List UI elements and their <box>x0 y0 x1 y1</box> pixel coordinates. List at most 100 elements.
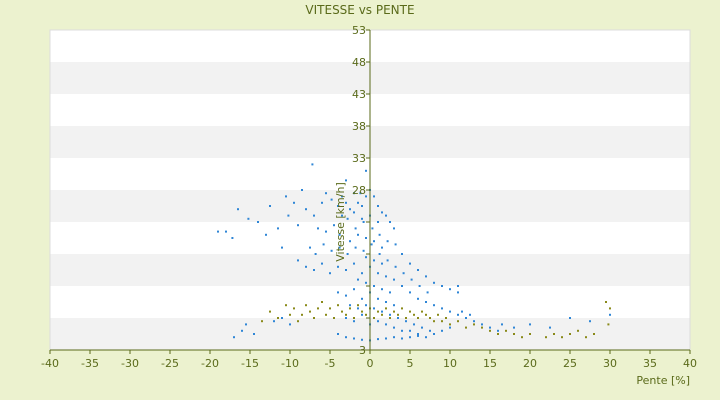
data-point <box>373 195 375 198</box>
data-point <box>433 333 435 335</box>
data-point <box>349 304 351 307</box>
data-point <box>401 337 403 340</box>
data-point <box>345 336 347 339</box>
y-tick-label: 53 <box>352 24 366 37</box>
data-point <box>381 313 383 316</box>
x-tick-label: -30 <box>121 357 139 370</box>
data-point <box>371 227 374 230</box>
data-point <box>401 285 403 287</box>
data-point <box>381 288 383 291</box>
data-point <box>457 313 459 316</box>
data-point <box>330 198 333 201</box>
data-point <box>277 317 279 319</box>
data-point <box>277 227 279 230</box>
x-tick-label: 20 <box>523 357 537 370</box>
data-point <box>265 233 267 236</box>
data-point <box>253 333 255 335</box>
data-point <box>377 205 379 207</box>
data-point <box>609 307 611 310</box>
data-point <box>417 317 419 319</box>
data-point <box>449 288 451 291</box>
y-tick-label: 43 <box>352 88 366 101</box>
data-point <box>305 208 307 211</box>
data-point <box>373 259 375 262</box>
data-point <box>353 262 355 265</box>
data-point <box>410 278 413 281</box>
data-point <box>281 317 283 319</box>
data-point <box>469 313 471 316</box>
data-point <box>593 333 595 335</box>
data-point <box>341 214 343 217</box>
data-point <box>389 221 391 223</box>
data-point <box>497 329 499 332</box>
data-point <box>445 317 447 319</box>
data-point <box>385 307 387 310</box>
data-point <box>357 278 359 281</box>
data-point <box>549 326 551 329</box>
data-point <box>381 246 383 249</box>
x-tick-label: 15 <box>483 357 497 370</box>
data-point <box>401 307 403 310</box>
data-point <box>247 217 250 220</box>
data-point <box>354 246 357 249</box>
data-point <box>370 243 373 246</box>
data-point <box>341 310 343 313</box>
data-point <box>353 211 355 214</box>
data-point <box>381 310 383 313</box>
data-point <box>309 246 311 249</box>
data-point <box>402 272 405 275</box>
x-tick-label: 10 <box>443 357 457 370</box>
data-point <box>409 336 411 339</box>
data-point <box>389 313 391 316</box>
data-point <box>297 259 299 262</box>
data-point <box>585 336 587 339</box>
data-point <box>333 317 335 319</box>
data-point <box>345 294 347 297</box>
data-point <box>361 313 363 316</box>
data-point <box>589 320 591 323</box>
x-tick-label: -20 <box>201 357 219 370</box>
data-point <box>365 304 367 307</box>
data-point <box>393 310 395 313</box>
data-point <box>393 227 395 230</box>
data-point <box>362 249 365 252</box>
data-point <box>353 317 355 319</box>
data-point <box>357 201 359 204</box>
data-point <box>377 272 379 275</box>
data-point <box>553 333 555 335</box>
data-point <box>441 320 443 323</box>
data-point <box>385 323 387 326</box>
data-point <box>377 310 379 313</box>
data-point <box>305 304 307 307</box>
data-point <box>373 307 375 310</box>
data-point <box>385 214 387 217</box>
data-point <box>217 230 219 233</box>
data-point <box>577 329 579 332</box>
data-point <box>429 329 431 332</box>
data-point <box>353 320 355 323</box>
chart-title: VITESSE vs PENTE <box>305 3 414 17</box>
data-point <box>481 326 483 329</box>
data-point <box>397 317 399 319</box>
data-point <box>489 326 491 329</box>
data-point <box>385 301 387 303</box>
data-point <box>421 310 423 313</box>
data-point <box>501 323 503 326</box>
data-point <box>346 253 349 255</box>
data-point <box>417 297 419 300</box>
data-point <box>457 285 459 287</box>
data-point <box>361 338 363 341</box>
data-point <box>418 285 421 287</box>
data-point <box>373 317 375 319</box>
data-points <box>217 163 611 342</box>
data-point <box>365 281 367 284</box>
data-point <box>377 320 379 323</box>
data-point <box>313 214 315 217</box>
x-tick-label: -40 <box>41 357 59 370</box>
data-point <box>413 313 415 316</box>
data-point <box>378 253 381 255</box>
data-point <box>353 288 355 291</box>
data-point <box>521 336 523 339</box>
data-point <box>269 310 271 313</box>
data-point <box>289 323 291 326</box>
